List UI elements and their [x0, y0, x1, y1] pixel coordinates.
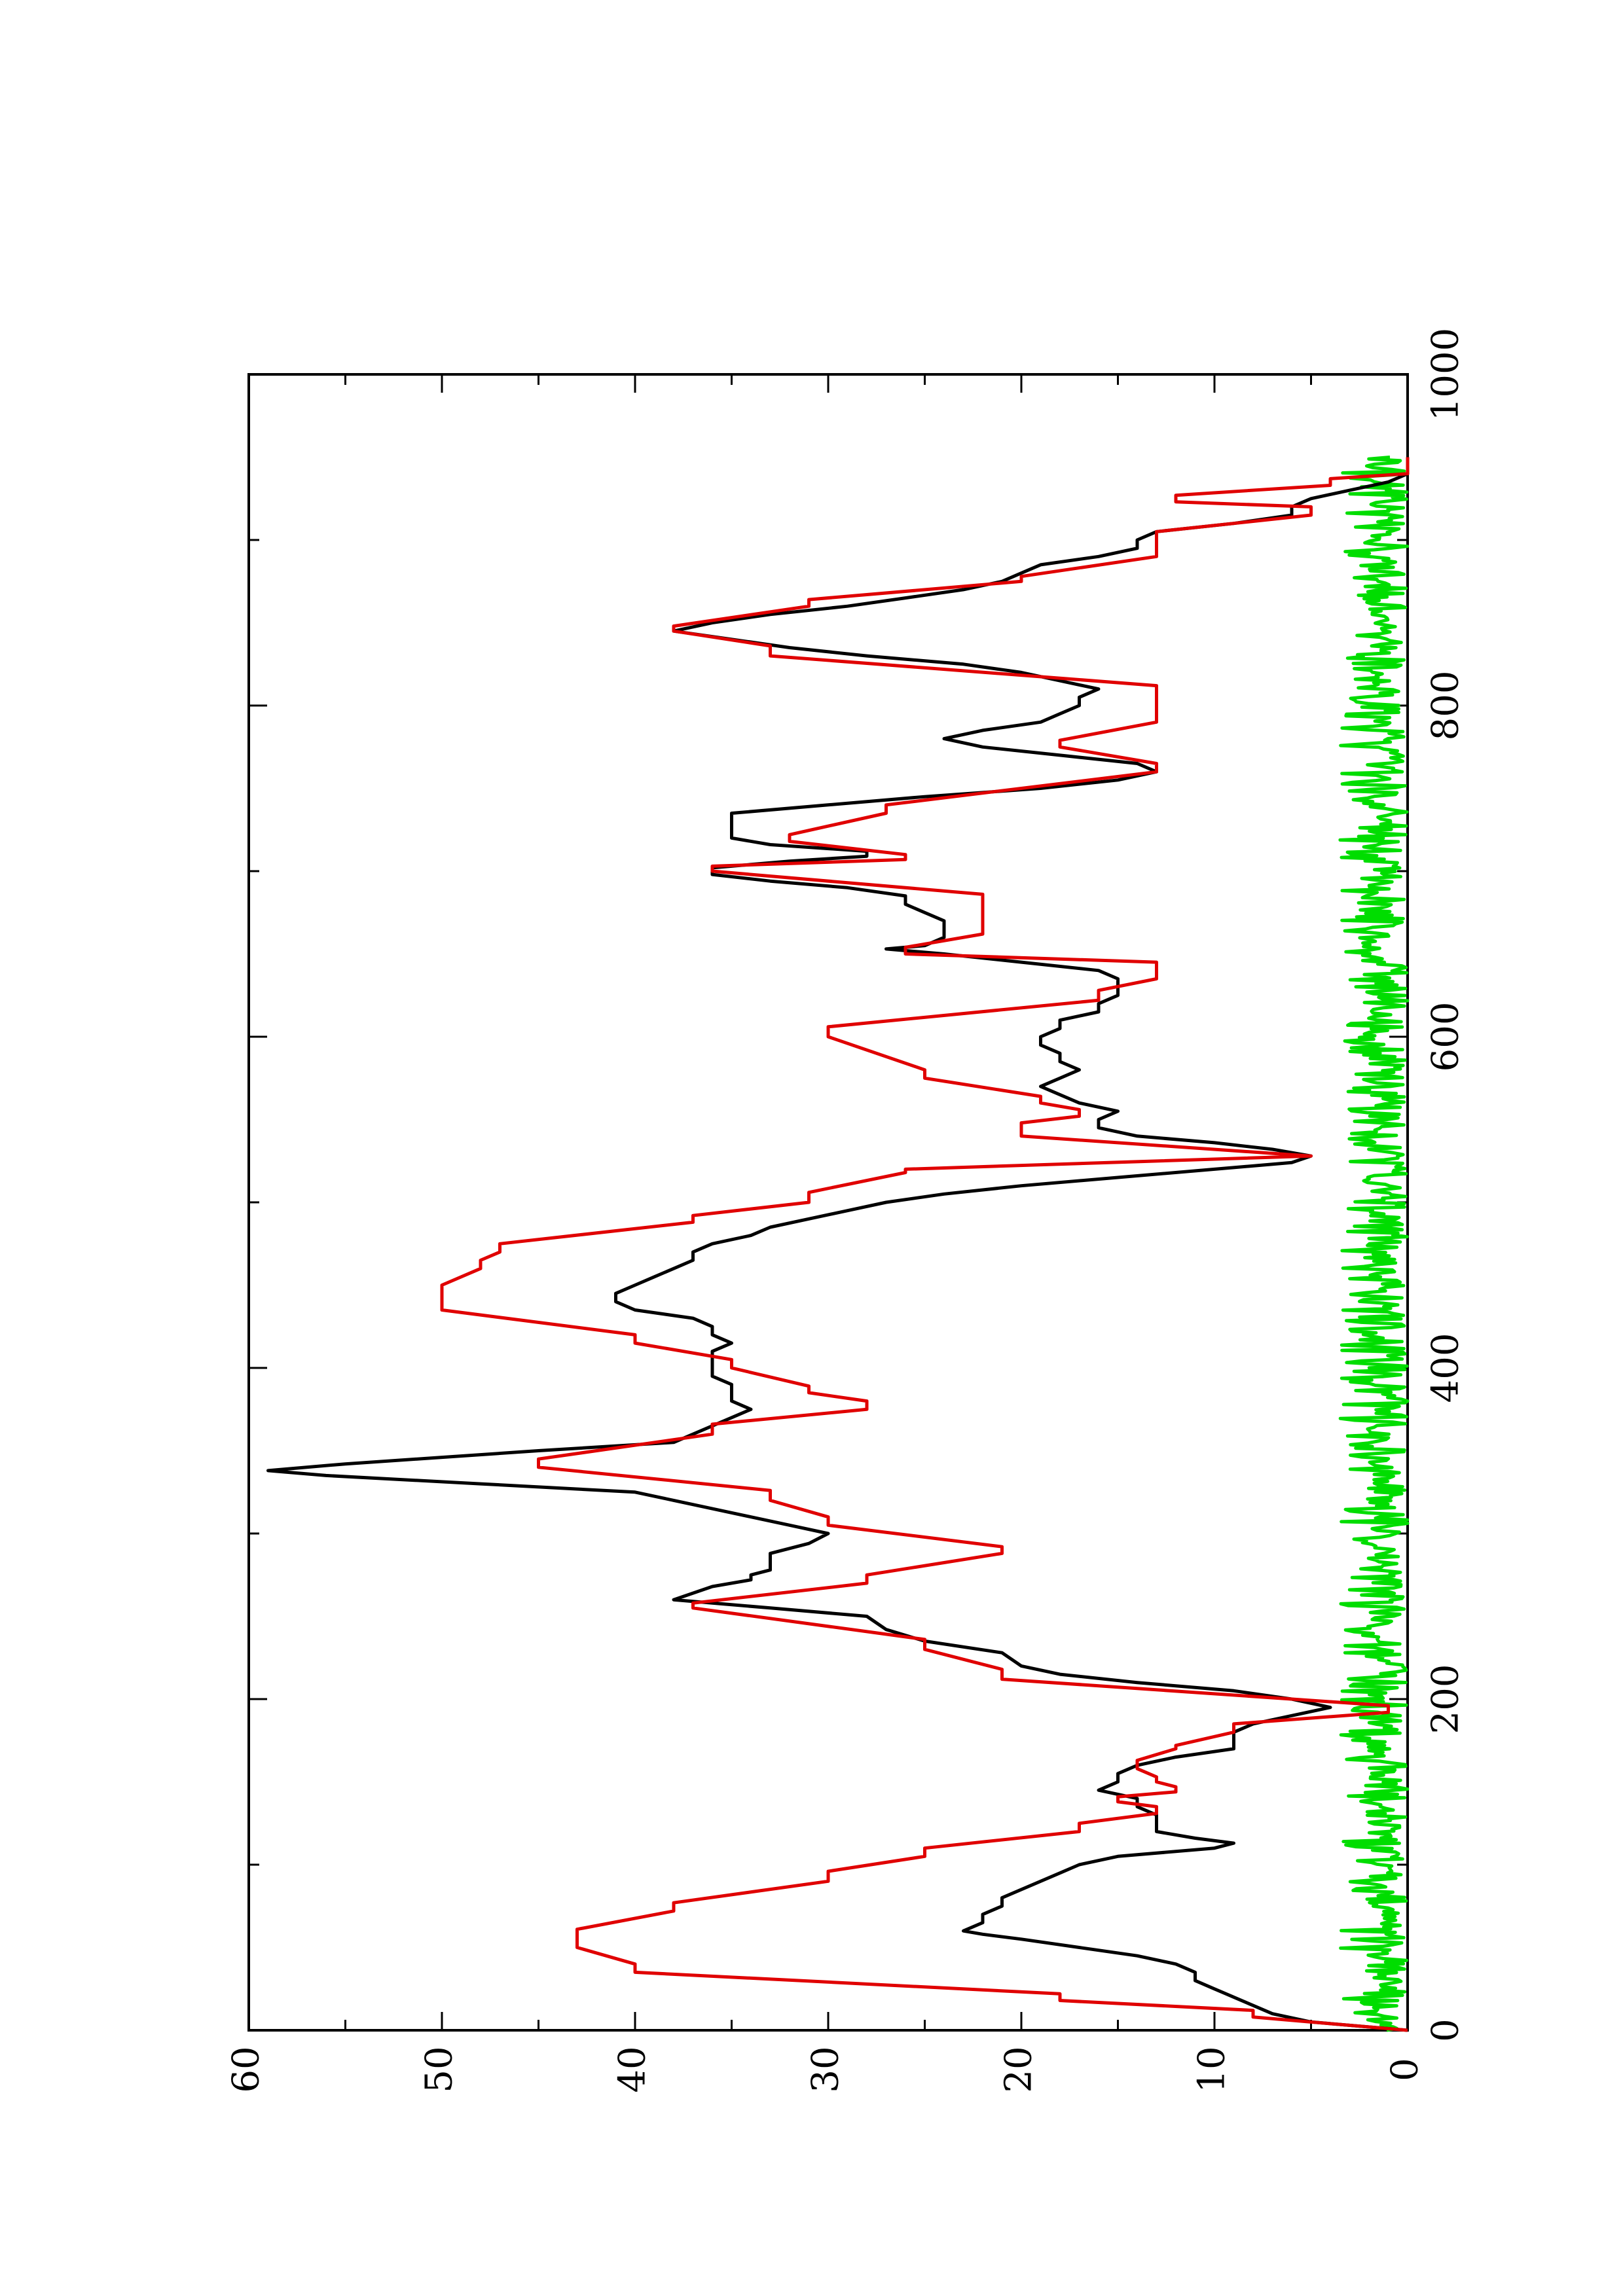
y-tick-label: 50	[418, 2046, 461, 2092]
red-series-line	[440, 457, 1410, 2032]
x-tick-label: 200	[1425, 1664, 1467, 1734]
y-tick-label: 60	[225, 2046, 268, 2092]
y-tick-label: 40	[611, 2046, 654, 2092]
axis-tick-labels: 0 200 400 600 800 1000 0 10 20 30 40 50 60	[225, 328, 1467, 2093]
x-tick-label: 800	[1425, 671, 1467, 741]
x-tick-label: 400	[1425, 1333, 1467, 1403]
black-series-line	[266, 457, 1410, 2032]
x-tick-label: 0	[1425, 2018, 1467, 2042]
y-tick-label: 30	[805, 2046, 847, 2092]
series-layer	[266, 456, 1410, 2032]
y-tick-label: 10	[1191, 2046, 1233, 2092]
green-series-line	[1338, 456, 1410, 2032]
x-tick-label: 1000	[1425, 328, 1467, 422]
x-tick-label: 600	[1425, 1002, 1467, 1072]
y-tick-label: 20	[998, 2046, 1040, 2092]
y-tick-label: 0	[1384, 2058, 1427, 2081]
